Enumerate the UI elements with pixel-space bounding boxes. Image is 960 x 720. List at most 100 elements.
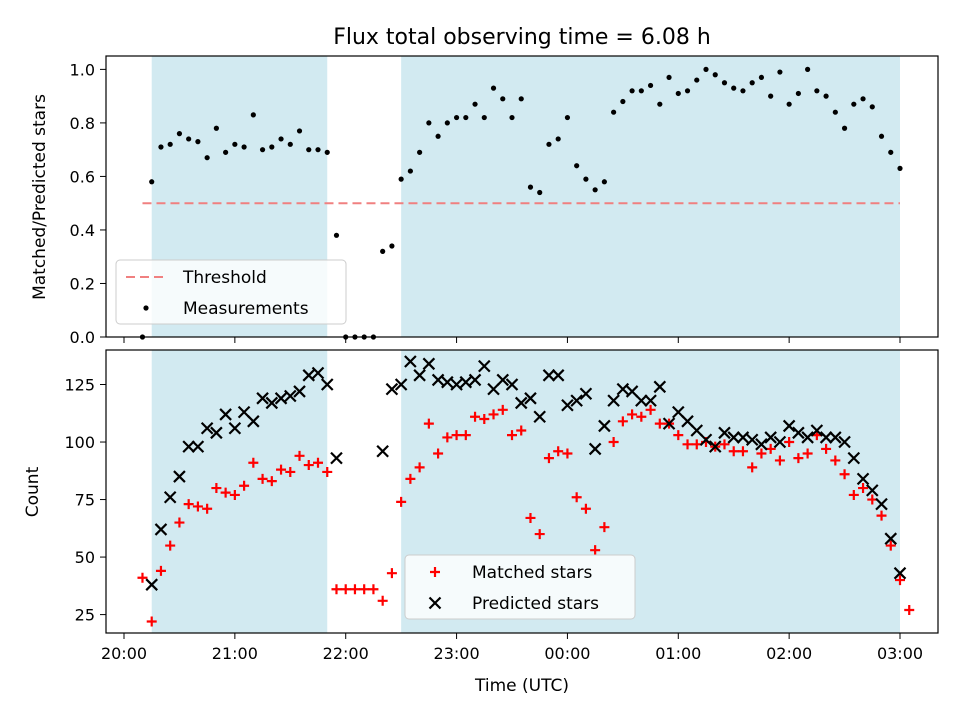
- ratio-y-tick-label: 0.2: [70, 274, 95, 293]
- measurements-point: [629, 88, 635, 94]
- measurements-point: [878, 133, 885, 139]
- measurements-point: [398, 176, 404, 182]
- matched-stars-point: [682, 439, 693, 450]
- predicted-stars-point: [210, 426, 223, 440]
- predicted-stars-point: [718, 426, 731, 440]
- predicted-stars-point: [551, 369, 565, 382]
- matched-stars-point: [368, 584, 379, 595]
- predicted-stars-point: [154, 523, 168, 536]
- predicted-stars-point: [736, 431, 750, 444]
- matched-stars-point: [220, 487, 231, 498]
- predicted-stars-point: [441, 375, 454, 389]
- predicted-stars-point: [496, 373, 510, 387]
- matched-stars-point: [423, 418, 434, 429]
- predicted-stars-point: [662, 417, 676, 430]
- ratio-panel: 0.0 0.2 0.4 0.6 0.8 1.0 Matched/Predicted sta…: [30, 55, 939, 347]
- predicted-stars-point: [404, 355, 417, 368]
- measurements-point: [869, 104, 875, 110]
- matched-stars-point: [285, 466, 296, 477]
- legend-matched-swatch: [430, 567, 440, 577]
- measurements-point: [296, 128, 303, 134]
- predicted-stars-point: [598, 419, 611, 433]
- legend-label: Predicted stars: [472, 594, 599, 614]
- measurements-point: [768, 93, 774, 99]
- measurements-point: [897, 165, 903, 171]
- matched-stars-point: [211, 483, 222, 494]
- predicted-stars-point: [163, 490, 177, 504]
- measurements-point: [389, 243, 395, 249]
- measurements-point: [684, 88, 691, 94]
- matched-stars-point: [608, 437, 619, 448]
- predicted-stars-point: [320, 378, 334, 391]
- matched-stars-point: [276, 464, 287, 475]
- matched-stars-point: [313, 457, 323, 468]
- measurements-point: [518, 96, 524, 102]
- ratio-legend: [115, 259, 347, 325]
- measurements-point: [749, 80, 755, 86]
- predicted-stars-point: [431, 373, 445, 387]
- matched-stars-point: [396, 496, 407, 507]
- matched-stars-point: [802, 448, 813, 459]
- predicted-stars-point: [173, 470, 186, 483]
- predicted-stars-point: [773, 435, 787, 449]
- predicted-stars-point: [588, 442, 602, 456]
- measurements-point: [657, 101, 663, 107]
- measurements-point: [537, 189, 543, 196]
- ratio-panel-frame: [105, 55, 939, 338]
- matched-stars-point: [146, 616, 157, 627]
- measurements-point: [740, 88, 746, 94]
- ratio-y-tick-label: 0.8: [70, 114, 95, 133]
- matched-stars-point: [645, 404, 656, 415]
- predicted-stars-point: [672, 405, 685, 419]
- predicted-stars-point: [829, 431, 842, 444]
- predicted-stars-point: [847, 451, 861, 465]
- measurements-point: [287, 141, 293, 147]
- matched-stars-point: [839, 469, 850, 480]
- measurements-point: [241, 144, 247, 150]
- matched-stars-point: [571, 492, 582, 503]
- measurements-point: [611, 109, 617, 115]
- measurements-point: [620, 98, 626, 105]
- predicted-stars-point: [237, 405, 251, 419]
- predicted-stars-point: [394, 378, 408, 391]
- matched-stars-point: [442, 432, 453, 443]
- measurements-point: [472, 101, 478, 107]
- count-x-tick-label: 02:00: [766, 644, 812, 663]
- matched-stars-point: [340, 584, 351, 595]
- predicted-stars-point: [228, 421, 242, 435]
- predicted-stars-point: [708, 440, 722, 453]
- matched-stars-point: [192, 501, 203, 512]
- measurements-point: [694, 77, 700, 83]
- matched-stars-point: [673, 430, 684, 441]
- measurements-point: [703, 66, 709, 72]
- matched-stars-point: [248, 457, 259, 468]
- predicted-stars-point: [468, 373, 482, 387]
- measurements-point: [721, 80, 728, 86]
- matched-stars-point: [534, 529, 545, 540]
- predicted-stars-point: [182, 440, 195, 453]
- matched-stars-point: [294, 450, 305, 461]
- measurements-point: [232, 141, 238, 147]
- predicted-stars-point: [727, 431, 740, 444]
- measurements-point: [509, 114, 515, 121]
- predicted-stars-point: [256, 392, 269, 405]
- predicted-stars-point: [514, 396, 528, 410]
- legend-predicted-swatch: [428, 596, 442, 610]
- measurements-point: [758, 74, 765, 81]
- count-panel-frame: [105, 349, 939, 634]
- measurements-point: [805, 66, 811, 72]
- matched-stars-point: [599, 522, 610, 533]
- measurements-point: [158, 144, 164, 150]
- ratio-y-tick-label: 0.6: [70, 167, 95, 186]
- legend-label: Threshold: [182, 268, 267, 288]
- measurements-point: [777, 69, 783, 75]
- count-x-tick-label: 00:00: [544, 644, 590, 663]
- predicted-stars-point: [681, 415, 694, 428]
- predicted-stars-point: [459, 375, 473, 389]
- count-shaded-interval: [151, 350, 328, 633]
- matched-stars-point: [543, 453, 554, 464]
- predicted-stars-point: [699, 433, 713, 447]
- predicted-stars-point: [505, 378, 519, 391]
- predicted-stars-point: [644, 394, 657, 407]
- measurements-point: [426, 120, 432, 126]
